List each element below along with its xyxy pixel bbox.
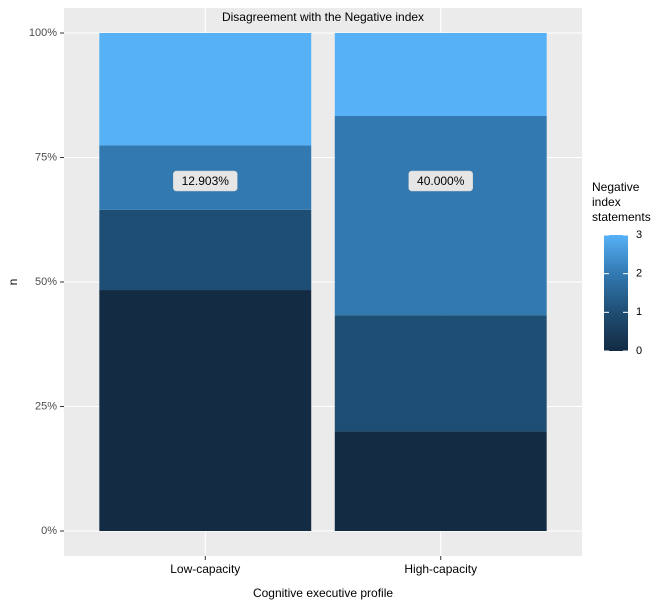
x-tick-label: Low-capacity bbox=[170, 562, 240, 576]
value-label-box bbox=[408, 170, 473, 192]
y-axis-title: n bbox=[6, 279, 20, 286]
y-tick-label: 25% bbox=[35, 400, 57, 412]
value-label-box bbox=[173, 170, 238, 192]
y-tick-label: 0% bbox=[41, 525, 57, 537]
bar-segment bbox=[99, 290, 312, 531]
y-tick-label: 100% bbox=[29, 27, 57, 39]
y-tick-label: 50% bbox=[35, 276, 57, 288]
x-axis-title: Cognitive executive profile bbox=[253, 586, 393, 600]
bar-segment bbox=[99, 209, 312, 291]
legend-title: Negative bbox=[592, 180, 640, 194]
bar-segment bbox=[334, 315, 547, 432]
y-tick-label: 75% bbox=[35, 151, 57, 163]
legend-label: 1 bbox=[636, 306, 642, 318]
bar-segment bbox=[99, 33, 312, 146]
bar-segment bbox=[334, 33, 547, 117]
legend-label: 2 bbox=[636, 268, 642, 280]
legend-label: 0 bbox=[636, 345, 642, 357]
bar-segment bbox=[334, 431, 547, 531]
bar-segment bbox=[334, 116, 547, 316]
value-label: 40.000% bbox=[417, 174, 465, 188]
value-label: 12.903% bbox=[182, 174, 230, 188]
legend-title: index bbox=[592, 195, 621, 209]
colorbar bbox=[604, 235, 628, 351]
chart-title: Disagreement with the Negative index bbox=[222, 10, 424, 24]
legend-label: 3 bbox=[636, 229, 642, 241]
legend-title: statements bbox=[592, 210, 651, 224]
x-tick-label: High-capacity bbox=[404, 562, 477, 576]
